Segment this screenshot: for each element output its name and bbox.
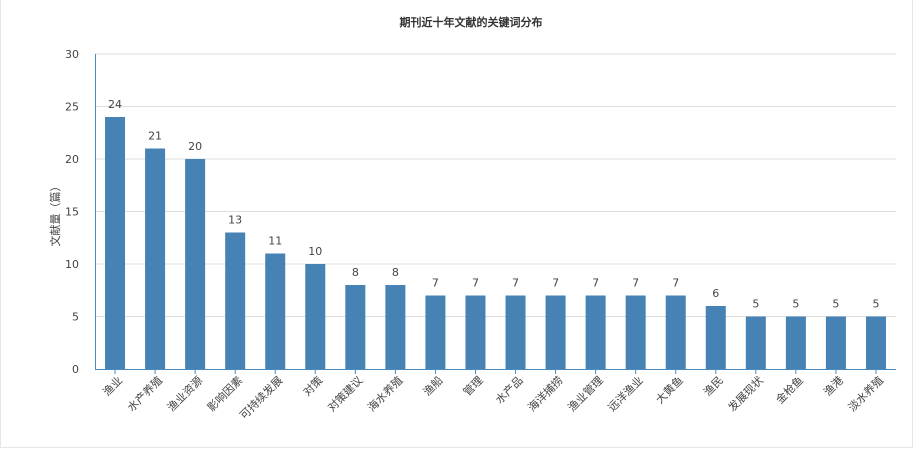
gridlines <box>95 53 896 317</box>
data-label: 7 <box>512 277 519 290</box>
x-tick-label: 远洋渔业 <box>605 373 646 414</box>
bar[interactable] <box>545 295 566 370</box>
bar[interactable] <box>625 295 646 370</box>
x-tick-label: 水产品 <box>492 373 525 406</box>
x-tick-label: 海洋捕捞 <box>525 373 566 414</box>
chart-title: 期刊近十年文献的关键词分布 <box>400 15 543 29</box>
bar[interactable] <box>465 295 486 370</box>
y-tick-label: 30 <box>65 48 79 61</box>
data-label: 7 <box>552 277 559 290</box>
data-label: 5 <box>832 298 839 311</box>
x-tick-label: 淡水养殖 <box>845 373 886 414</box>
data-label: 7 <box>472 277 479 290</box>
bar[interactable] <box>265 253 286 370</box>
x-tick-label: 发展现状 <box>725 373 766 414</box>
x-tick-label: 影响因素 <box>205 374 245 414</box>
x-tick-label: 对策 <box>300 373 325 398</box>
data-label: 5 <box>872 298 879 311</box>
bar[interactable] <box>865 316 886 370</box>
data-label: 21 <box>148 130 162 143</box>
y-tick-label: 0 <box>72 363 79 376</box>
y-tick-label: 15 <box>65 206 79 219</box>
x-tick-label: 金枪鱼 <box>773 373 806 406</box>
bars <box>105 117 886 369</box>
x-tick-label: 渔业管理 <box>565 373 606 414</box>
bar[interactable] <box>585 295 606 370</box>
y-tick-label: 25 <box>65 101 79 114</box>
data-labels: 24 21 20 13 11 10 8 8 7 7 7 7 7 7 7 6 5 5 5 5 <box>108 98 879 311</box>
data-label: 24 <box>108 98 122 111</box>
y-tick-label: 5 <box>72 311 79 324</box>
x-tick-label: 渔船 <box>420 373 445 398</box>
bar[interactable] <box>225 232 246 370</box>
y-tick-label: 10 <box>65 258 79 271</box>
data-label: 6 <box>712 287 719 300</box>
bar[interactable] <box>305 264 326 369</box>
bar[interactable] <box>785 316 806 370</box>
x-tick-label: 渔民 <box>701 374 726 399</box>
x-tick-label: 可持续发展 <box>237 373 286 422</box>
y-axis-label: 文献量（篇） <box>48 181 62 247</box>
data-label: 7 <box>432 277 439 290</box>
bar[interactable] <box>505 295 526 370</box>
bar[interactable] <box>425 295 446 370</box>
data-label: 20 <box>188 140 202 153</box>
bar[interactable] <box>705 306 726 369</box>
bar[interactable] <box>345 285 366 369</box>
bar[interactable] <box>185 159 206 369</box>
bar[interactable] <box>665 295 686 370</box>
data-label: 8 <box>392 266 399 279</box>
data-label: 13 <box>228 214 242 227</box>
bar[interactable] <box>385 285 406 369</box>
bar[interactable] <box>145 148 166 370</box>
x-tick-label: 渔业资源 <box>164 373 205 414</box>
y-tick-label: 20 <box>65 153 79 166</box>
x-tick-label: 海水养殖 <box>364 373 405 414</box>
data-label: 10 <box>308 245 322 258</box>
data-label: 7 <box>592 277 599 290</box>
x-tick-label: 渔港 <box>821 374 846 399</box>
data-label: 11 <box>268 235 282 248</box>
x-tick-label: 大黄鱼 <box>653 373 686 406</box>
data-label: 5 <box>792 298 799 311</box>
bar[interactable] <box>825 316 846 370</box>
x-tick-label: 管理 <box>460 373 485 398</box>
data-label: 5 <box>752 298 759 311</box>
data-label: 8 <box>352 266 359 279</box>
bar[interactable] <box>105 117 126 369</box>
x-tick-label: 对策建议 <box>324 373 365 414</box>
data-label: 7 <box>632 277 639 290</box>
bar[interactable] <box>745 316 766 370</box>
x-tick-label: 水产养殖 <box>124 373 165 414</box>
x-tick-label: 渔业 <box>100 374 125 399</box>
data-label: 7 <box>672 277 679 290</box>
